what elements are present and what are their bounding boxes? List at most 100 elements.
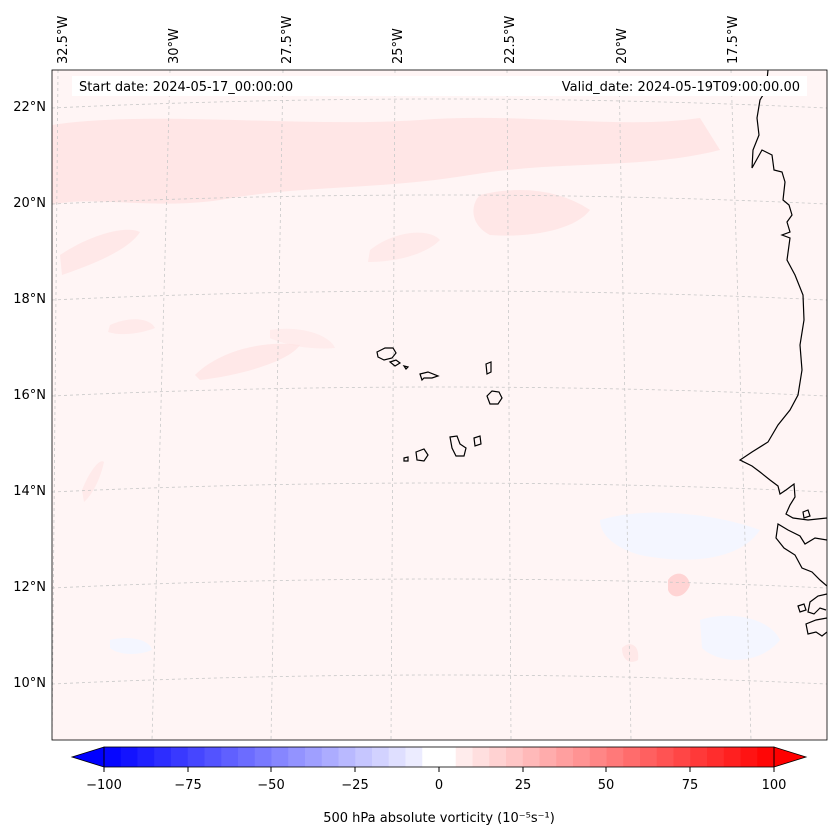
vorticity-patch-northeast [473, 190, 590, 236]
lon-label: 17.5°W [726, 16, 741, 64]
vorticity-patch-southwest [82, 461, 104, 502]
parallel-10n [52, 674, 827, 685]
map-panel: Start date: 2024-05-17_00:00:00 Valid_da… [13, 16, 828, 741]
colorbar-tick-label: 50 [598, 778, 615, 793]
colorbar-bin [388, 747, 407, 767]
colorbar-bin [589, 747, 608, 767]
colorbar-bin [673, 747, 691, 767]
cape-verde-islands [376, 347, 503, 462]
lat-label: 16°N [13, 388, 46, 403]
start-date-text: Start date: 2024-05-17_00:00:00 [79, 80, 293, 95]
meridian-27-5w [270, 70, 284, 740]
vorticity-patch-center [195, 343, 300, 380]
longitude-labels: 32.5°W 30°W 27.5°W 25°W 22.5°W 20°W 17.5… [56, 16, 741, 64]
island-santiago [449, 435, 467, 457]
colorbar-bin [656, 747, 675, 767]
lat-label: 22°N [13, 100, 46, 115]
colorbar-bin [187, 747, 206, 767]
island-sao-vicente [388, 359, 402, 367]
colorbar-ticks [103, 767, 775, 772]
island-maio [473, 435, 482, 447]
lat-label: 12°N [13, 580, 46, 595]
lon-label: 30°W [167, 28, 182, 64]
colorbar-bin [606, 747, 624, 767]
colorbar-tick-label: −75 [174, 778, 201, 793]
colorbar-bin [522, 747, 541, 767]
colorbar-bin [120, 747, 139, 767]
parallel-18n [52, 290, 827, 301]
colorbar-bin [104, 747, 122, 767]
colorbar-bin [137, 747, 155, 767]
colorbar-tick-label: −100 [86, 778, 122, 793]
date-banner-background [72, 76, 807, 96]
vorticity-patch-left [108, 319, 155, 335]
vorticity-patch-south-small [622, 644, 639, 662]
lat-label: 10°N [13, 676, 46, 691]
vorticity-negative-south [700, 615, 780, 660]
vorticity-negative-east [600, 512, 760, 560]
colorbar-tick-labels: −100 −75 −50 −25 0 25 50 75 100 [86, 778, 786, 793]
colorbar-bin [740, 747, 758, 767]
colorbar-bin [707, 747, 725, 767]
colorbar-tick-label: −25 [341, 778, 368, 793]
colorbar-bin [372, 747, 390, 767]
vorticity-patch-mid [368, 232, 440, 262]
island-sal [485, 361, 492, 375]
colorbar-bin [254, 747, 273, 767]
colorbar-bin [539, 747, 557, 767]
vorticity-patch-south [668, 573, 690, 597]
vorticity-negative-southwest [110, 638, 152, 654]
colorbar-bin [506, 747, 524, 767]
colorbar-bin [472, 747, 490, 767]
colorbar-tick-label: 100 [762, 778, 787, 793]
lat-label: 18°N [13, 292, 46, 307]
colorbar-bin [405, 747, 423, 767]
colorbar-bin [757, 747, 775, 767]
colorbar-bin [154, 747, 172, 767]
island-brava [403, 456, 409, 462]
colorbar-bin [455, 747, 474, 767]
latitude-labels: 22°N 20°N 18°N 16°N 14°N 12°N 10°N [13, 100, 46, 691]
parallel-22n [52, 98, 827, 109]
colorbar-bin [355, 747, 373, 767]
vorticity-patch-west [60, 229, 140, 275]
parallel-14n [52, 482, 827, 493]
colorbar-bin [439, 747, 457, 767]
island-sao-nicolau [419, 371, 440, 382]
colorbar-bin [288, 747, 306, 767]
colorbar-bin [623, 747, 641, 767]
lon-label: 27.5°W [280, 16, 295, 64]
date-banner: Start date: 2024-05-17_00:00:00 Valid_da… [72, 76, 807, 96]
islet-senegal-1 [802, 509, 811, 519]
vorticity-field [52, 117, 780, 662]
colorbar-bin [338, 747, 356, 767]
islet-senegal-2 [797, 603, 807, 613]
colorbar-tick-label: 25 [515, 778, 532, 793]
lon-label: 25°W [391, 28, 406, 64]
coastline-guinea [807, 593, 827, 615]
lon-label: 22.5°W [503, 16, 518, 64]
colorbar-bin [221, 747, 239, 767]
parallel-16n [52, 386, 827, 397]
lon-label: 20°W [615, 28, 630, 64]
colorbar-bins [104, 747, 775, 767]
meridian-17-5w [730, 70, 752, 740]
colorbar-bin [723, 747, 742, 767]
meridian-20w [618, 70, 632, 740]
colorbar-tick-label: 0 [435, 778, 443, 793]
meridian-30w [151, 70, 171, 740]
island-santo-antao [376, 347, 397, 361]
parallel-12n [52, 578, 827, 589]
coastline-mauritania-senegal [738, 70, 827, 521]
colorbar-bin [238, 747, 256, 767]
coastline-sierra-leone [805, 617, 827, 637]
coastline [738, 70, 827, 637]
colorbar-bin [573, 747, 591, 767]
lat-label: 20°N [13, 196, 46, 211]
island-santa-luzia [402, 365, 410, 370]
colorbar-tick-label: −50 [257, 778, 284, 793]
colorbar-bin [271, 747, 289, 767]
colorbar-bin [556, 747, 574, 767]
colorbar-extend-high [773, 746, 808, 768]
